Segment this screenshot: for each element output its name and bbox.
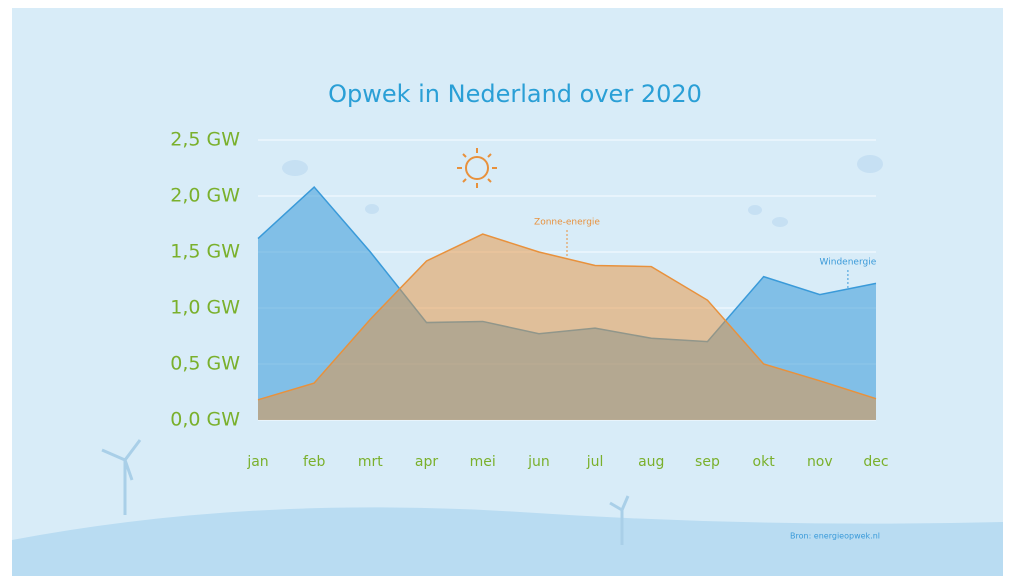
x-tick-label: mei: [470, 454, 496, 470]
x-tick-label: apr: [415, 454, 438, 470]
x-tick-label: jun: [527, 454, 550, 470]
y-tick-label: 1,0 GW: [170, 297, 240, 319]
clouds: [282, 155, 883, 227]
hills: [12, 507, 1003, 576]
x-tick-label: aug: [638, 454, 664, 470]
x-tick-label: nov: [807, 454, 833, 470]
y-tick-label: 0,5 GW: [170, 353, 240, 375]
x-tick-label: mrt: [358, 454, 383, 470]
plot: 0,0 GW 0,5 GW 1,0 GW 1,5 GW 2,0 GW 2,5 GW jan f…: [170, 129, 888, 471]
area: [258, 234, 876, 420]
line: [257, 233, 877, 401]
y-tick-label: 1,5 GW: [170, 241, 240, 263]
chart-title: Opwek in Nederland over 2020: [328, 80, 702, 108]
sun-icon: [457, 148, 497, 188]
y-tick-label: 0,0 GW: [170, 409, 240, 431]
series-label: Zonne-energie: [534, 218, 600, 228]
x-tick-label: dec: [863, 454, 888, 470]
windmills: [101, 439, 630, 545]
x-tick-label: feb: [303, 454, 326, 470]
x-tick-label: okt: [753, 454, 776, 470]
x-tick-label: sep: [695, 454, 720, 470]
x-tick-label: jul: [586, 454, 604, 470]
x-tick-label: jan: [246, 454, 268, 470]
source: Bron: energieopwek.nl: [790, 532, 880, 541]
y-tick-label: 2,0 GW: [170, 185, 240, 207]
y-tick-label: 2,5 GW: [170, 129, 240, 151]
series-label: Windenergie: [820, 258, 877, 268]
